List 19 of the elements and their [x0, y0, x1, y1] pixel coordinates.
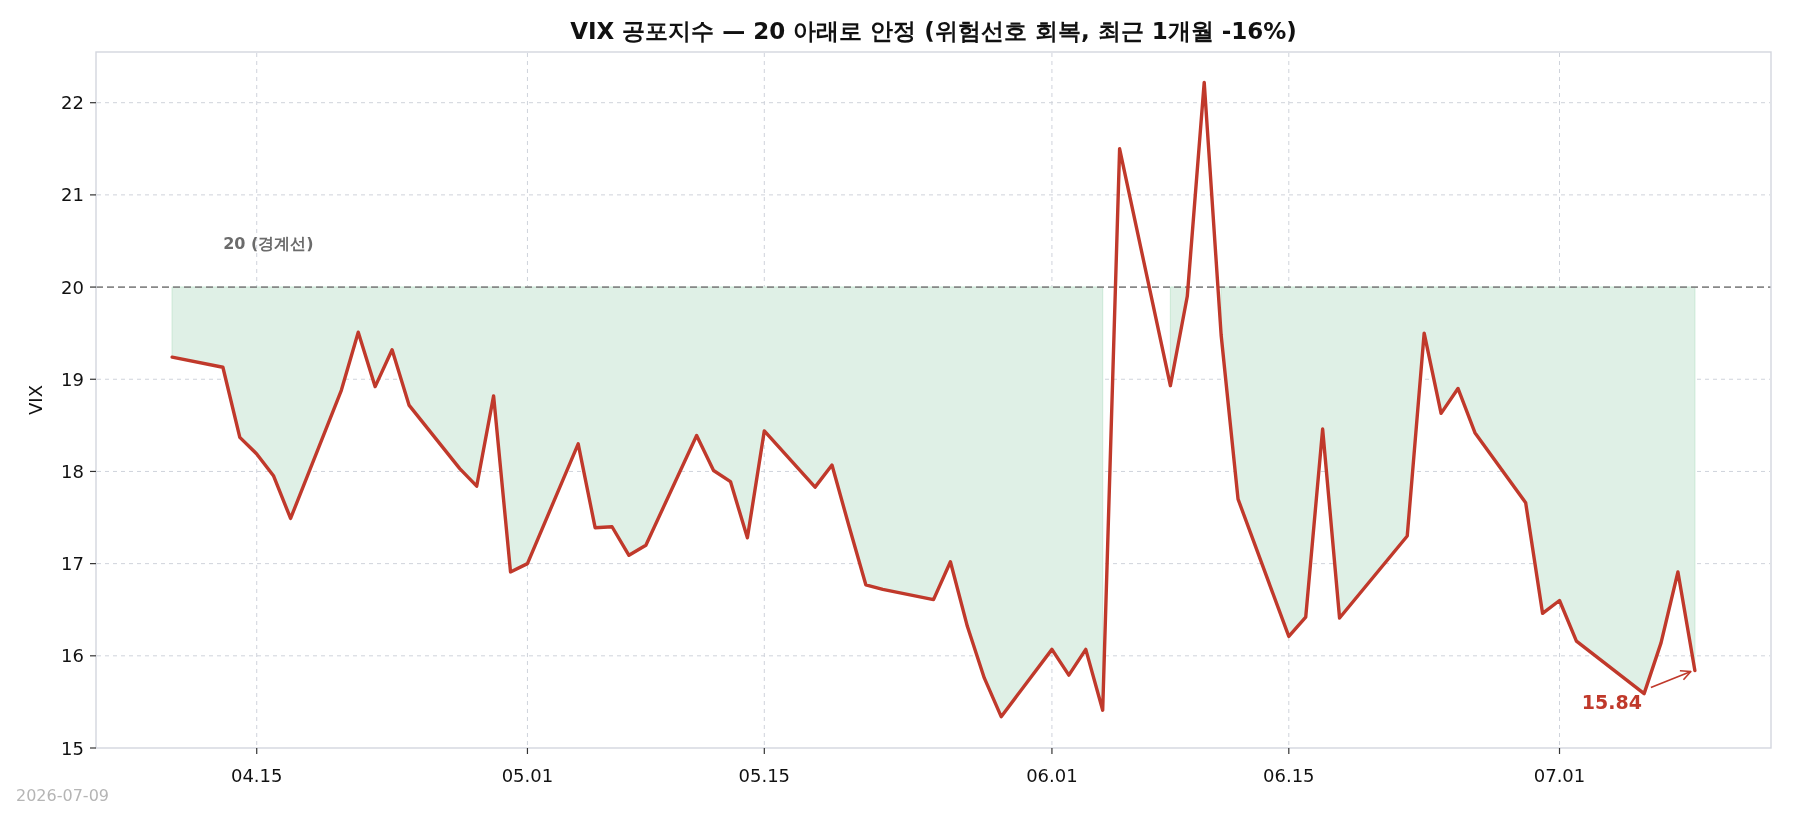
y-tick-label: 15	[61, 737, 84, 759]
ref-line-label: 20 (경계선)	[223, 234, 314, 254]
y-tick-label: 21	[61, 184, 84, 206]
x-tick-label: 07.01	[1533, 765, 1586, 786]
text: 2026-07-09	[16, 786, 109, 805]
y-tick-label: 18	[61, 460, 84, 482]
x-tick-label: 06.01	[1026, 765, 1078, 786]
chart-title: VIX 공포지수 — 20 아래로 안정 (위험선호 회복, 최근 1개월 -16%)	[570, 18, 1297, 44]
y-tick-label: 20	[61, 276, 84, 298]
y-tick-label: 16	[61, 645, 84, 667]
y-tick-label: 17	[61, 553, 84, 575]
y-tick-label: 19	[61, 368, 84, 390]
y-tick-label: 22	[61, 92, 84, 114]
x-tick-label: 05.15	[738, 765, 791, 786]
annotation: 15.84	[1581, 690, 1642, 713]
x-tick-label: 05.01	[501, 765, 554, 786]
x-tick-label: 06.15	[1263, 765, 1315, 786]
x-tick-label: 04.15	[230, 765, 283, 786]
y-axis-title: VIX	[25, 385, 46, 415]
